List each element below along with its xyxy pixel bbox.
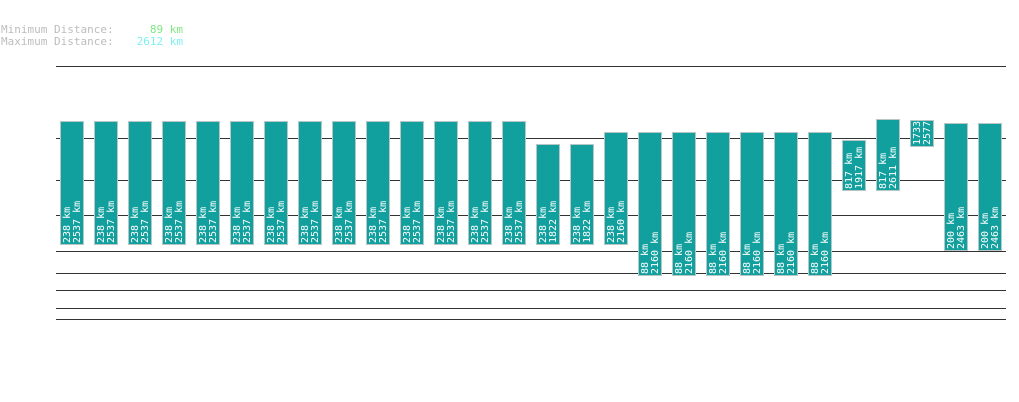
distance-bar: 238 km 2537 km xyxy=(94,121,118,245)
distance-bar: 238 km 2160 km xyxy=(604,132,628,245)
distance-summary: Minimum Distance: 89 km Maximum Distance… xyxy=(1,24,183,48)
bar-max-label: 2537 km xyxy=(208,200,219,243)
min-distance-value: 89 km xyxy=(149,23,183,36)
bar-max-label: 2611 km xyxy=(888,146,899,189)
distance-bar: 238 km 2537 km xyxy=(502,121,526,245)
bar-max-label: 2160 km xyxy=(650,231,661,274)
distance-bar: 238 km 1822 km xyxy=(536,144,560,245)
bar-max-label: 1917 km xyxy=(854,146,865,189)
distance-bar: 88 km 2160 km xyxy=(774,132,798,276)
distance-bar: 238 km 2537 km xyxy=(332,121,356,245)
bar-max-label: 2463 km xyxy=(956,206,967,249)
bar-max-label: 2160 km xyxy=(820,231,831,274)
bar-max-label: 2577 xyxy=(922,120,933,145)
bar-max-label: 2537 km xyxy=(310,200,321,243)
bar-max-label: 2537 km xyxy=(140,200,151,243)
bar-max-label: 1822 km xyxy=(548,200,559,243)
gridline xyxy=(56,215,1006,216)
distance-bar: 238 km 2537 km xyxy=(60,121,84,245)
distance-bar: 817 km 2611 km xyxy=(876,119,900,191)
bar-max-label: 2160 km xyxy=(718,231,729,274)
bar-max-label: 2537 km xyxy=(412,200,423,243)
distance-bar: 238 km 2537 km xyxy=(128,121,152,245)
bar-max-label: 2537 km xyxy=(344,200,355,243)
distance-bar: 238 km 2537 km xyxy=(400,121,424,245)
gridline xyxy=(56,308,1006,309)
distance-bar: 88 km 2160 km xyxy=(638,132,662,276)
gridline xyxy=(56,319,1006,320)
max-distance-value: 2612 km xyxy=(136,35,183,48)
distance-bar: 238 km 2537 km xyxy=(298,121,322,245)
bar-max-label: 2537 km xyxy=(378,200,389,243)
bar-max-label: 2537 km xyxy=(446,200,457,243)
max-distance-label: Maximum Distance: xyxy=(1,35,114,48)
gridline xyxy=(56,138,1006,139)
distance-bar: 238 km 2537 km xyxy=(196,121,220,245)
distance-bar: 238 km 2537 km xyxy=(162,121,186,245)
bar-max-label: 1822 km xyxy=(582,200,593,243)
min-distance-row: Minimum Distance: 89 km xyxy=(1,24,183,36)
bar-max-label: 2537 km xyxy=(514,200,525,243)
bar-max-label: 2463 km xyxy=(990,206,1001,249)
distance-bar: 200 km 2463 km xyxy=(944,123,968,251)
gridline xyxy=(56,273,1006,274)
min-distance-label: Minimum Distance: xyxy=(1,23,114,36)
gridline xyxy=(56,180,1006,181)
gridline xyxy=(56,251,1006,252)
distance-bar: 238 km 2537 km xyxy=(230,121,254,245)
bar-max-label: 2537 km xyxy=(72,200,83,243)
distance-bar: 88 km 2160 km xyxy=(808,132,832,276)
gridline xyxy=(56,290,1006,291)
bar-max-label: 2160 km xyxy=(786,231,797,274)
bar-max-label: 2537 km xyxy=(242,200,253,243)
gridline xyxy=(56,66,1006,67)
distance-bar: 200 km 2463 km xyxy=(978,123,1002,251)
distance-bar: 817 km 1917 km xyxy=(842,140,866,191)
distance-bar: 238 km 2537 km xyxy=(434,121,458,245)
distance-bar: 88 km 2160 km xyxy=(706,132,730,276)
bar-max-label: 2160 km xyxy=(684,231,695,274)
max-distance-row: Maximum Distance: 2612 km xyxy=(1,36,183,48)
distance-bar: 88 km 2160 km xyxy=(740,132,764,276)
bar-max-label: 2537 km xyxy=(276,200,287,243)
bar-max-label: 2537 km xyxy=(480,200,491,243)
bar-max-label: 2537 km xyxy=(106,200,117,243)
distance-bar: 238 km 2537 km xyxy=(468,121,492,245)
bar-max-label: 2160 km xyxy=(752,231,763,274)
distance-bar: 238 km 1822 km xyxy=(570,144,594,245)
distance-bar: 238 km 2537 km xyxy=(264,121,288,245)
bar-max-label: 2160 km xyxy=(616,200,627,243)
bar-max-label: 2537 km xyxy=(174,200,185,243)
distance-bar: 238 km 2537 km xyxy=(366,121,390,245)
distance-bar: 1733 2577 xyxy=(910,120,934,147)
distance-bar: 88 km 2160 km xyxy=(672,132,696,276)
